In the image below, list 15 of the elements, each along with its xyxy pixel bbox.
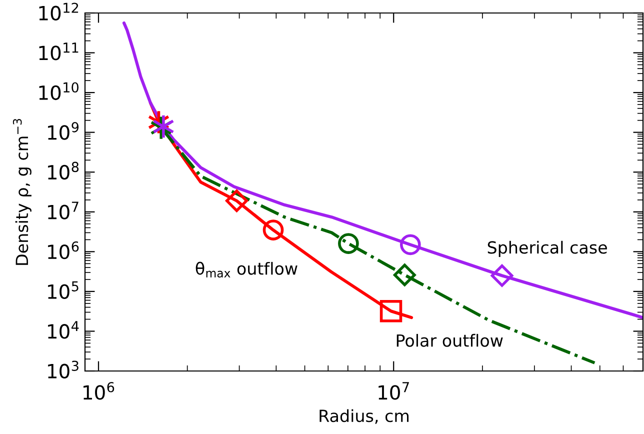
y-axis-title: Density ρ, g cm$^{−3}$ [12,118,32,265]
y-tick-label: 10$^{11}$ [39,42,78,60]
y-tick-label: 10$^{3}$ [48,360,78,379]
y-tick-label: 10$^{8}$ [48,162,79,180]
y-tick-label: 10$^{4}$ [48,321,79,339]
x-axis-title: Radius, cm [320,409,409,424]
y-tick-label: 10$^{6}$ [48,241,79,260]
y-tick-label: 10$^{10}$ [39,82,79,100]
series-label: Spherical case [488,240,607,257]
series-label: Polar outflow [396,334,503,347]
y-tick-label: 10$^{9}$ [48,122,79,140]
y-tick-label: 10$^{12}$ [39,2,78,21]
y-tick-label: 10$^{7}$ [48,202,78,220]
series-label: θ$_{max}$ outflow [196,262,298,278]
y-tick-label: 10$^{5}$ [48,281,78,299]
